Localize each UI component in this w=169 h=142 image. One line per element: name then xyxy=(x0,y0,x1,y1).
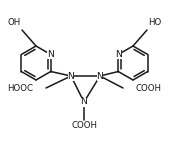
Text: COOH: COOH xyxy=(71,121,97,130)
Text: HOOC: HOOC xyxy=(7,83,33,92)
Text: N: N xyxy=(81,98,87,106)
Text: N: N xyxy=(68,72,74,81)
Text: N: N xyxy=(115,50,122,59)
Text: COOH: COOH xyxy=(136,83,162,92)
Text: OH: OH xyxy=(7,17,21,27)
Text: N: N xyxy=(96,72,103,81)
Text: N: N xyxy=(47,50,54,59)
Text: HO: HO xyxy=(148,17,162,27)
